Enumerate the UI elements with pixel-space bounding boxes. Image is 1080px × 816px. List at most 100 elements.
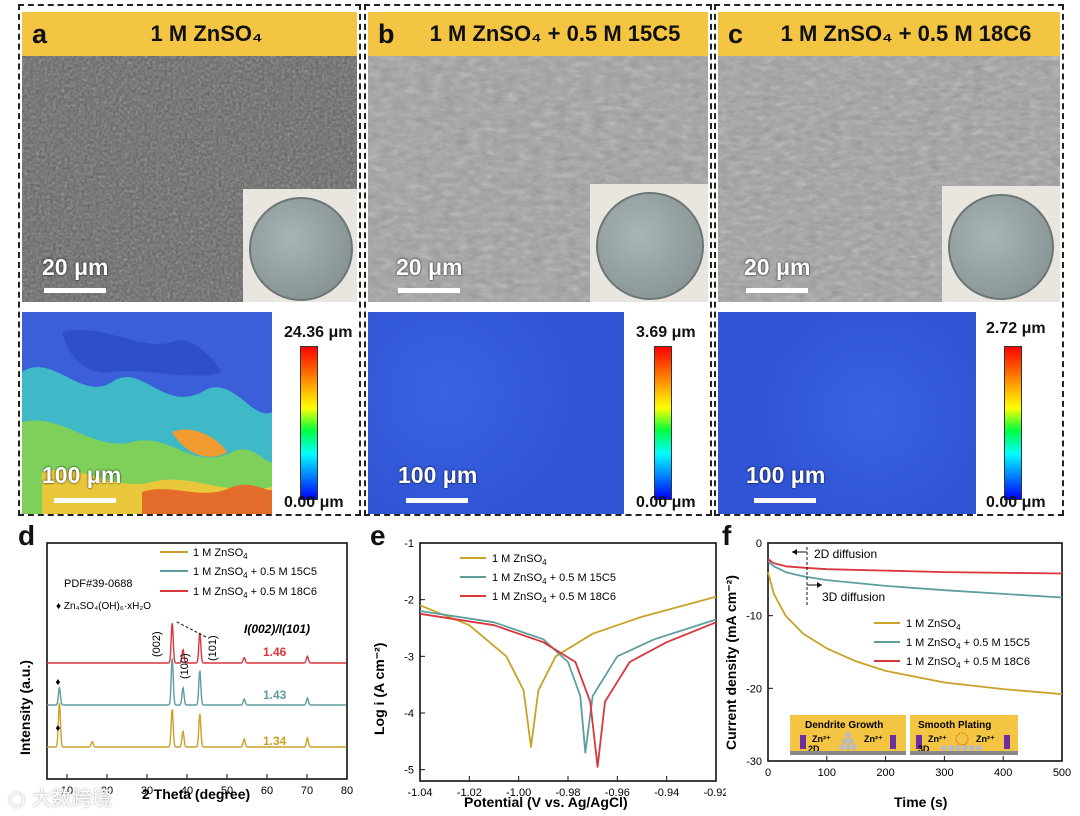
chart-f-xtick-label: 200 xyxy=(876,767,894,779)
chart-d-x-ticks: 10 20 30 40 50 60 70 80 xyxy=(61,774,353,797)
chart-d-ratio-label: I(002)/I(101) xyxy=(244,622,310,636)
chart-e-xtick-label: -1.04 xyxy=(407,787,432,799)
colorbar-b-max: 3.69 μm xyxy=(636,324,696,341)
chart-e-xtick-label: -0.94 xyxy=(654,787,679,799)
sem-scale-bar-a xyxy=(44,288,106,293)
panel-a-frame xyxy=(18,4,361,516)
legend-e-1: 1 M ZnSO4 xyxy=(492,553,547,567)
sem-image-b: 20 μm xyxy=(368,56,708,302)
chart-e-ytick-label: -3 xyxy=(404,651,414,663)
sem-scale-bar-b xyxy=(398,288,460,293)
legend-f-2: 1 M ZnSO4 + 0.5 M 15C5 xyxy=(906,637,1030,651)
chart-d-dashed-arrow xyxy=(174,620,207,638)
legend-d-1: 1 M ZnSO4 xyxy=(193,547,248,561)
height-map-b: 100 μm xyxy=(368,312,624,514)
chart-d-series-0 xyxy=(47,702,347,748)
sem-scale-bar-c xyxy=(746,288,808,293)
panel-b-letter: b xyxy=(378,18,395,49)
colorbar-a-max: 24.36 μm xyxy=(284,324,353,341)
chart-e-xtick-label: -0.96 xyxy=(605,787,630,799)
chart-e-series-0 xyxy=(419,595,717,748)
inset-left-ion-2: Zn²⁺ xyxy=(864,734,883,744)
coin-photo-c xyxy=(942,186,1060,302)
chart-f-ticks: 0 100 200 300 400 500 0 -10 -20 -30 xyxy=(746,538,1071,779)
chart-d-frame xyxy=(46,542,348,780)
inset-right-title: Smooth Plating xyxy=(918,720,991,731)
chart-d-marker-label: ♦ Zn₄SO₄(OH)₆·xH₂O xyxy=(56,601,151,612)
watermark: ○ 大数跨境 xyxy=(8,782,112,811)
chart-f-xtick-label: 300 xyxy=(935,767,953,779)
colorbar-c-max: 2.72 μm xyxy=(986,320,1046,337)
chart-e-series-1 xyxy=(419,610,717,754)
panel-c-banner: c 1 M ZnSO₄ + 0.5 M 18C6 xyxy=(718,12,1060,56)
chart-f-xlabel: Time (s) xyxy=(894,794,947,810)
inset-right-ion-1: Zn²⁺ xyxy=(928,734,947,744)
chart-f-ytick-label: 0 xyxy=(756,538,762,550)
panel-c-letter: c xyxy=(728,18,744,49)
inset-smooth: Smooth Plating Zn²⁺ Zn²⁺ 3D xyxy=(910,715,1018,755)
map-scale-bar-a xyxy=(54,498,116,503)
height-map-a: 100 μm xyxy=(22,312,272,514)
chart-e-xtick-label: -1.00 xyxy=(506,787,531,799)
inset-right-ion-2: Zn²⁺ xyxy=(976,734,995,744)
chart-d-xlabel: 2 Theta (degree) xyxy=(142,786,250,802)
inset-left-ion-1: Zn²⁺ xyxy=(812,734,831,744)
chart-f-ann-3d: 3D diffusion xyxy=(822,590,885,604)
arrow-2d-head xyxy=(792,549,797,555)
sem-image-c: 20 μm xyxy=(718,56,1060,302)
chart-e-ytick-label: -4 xyxy=(404,708,414,720)
map-scale-bar-c xyxy=(754,498,816,503)
chart-d-xtick-label: 30 xyxy=(141,785,153,797)
chart-e-ytick-label: -5 xyxy=(404,765,414,777)
colorbar-a-min: 0.00 μm xyxy=(284,494,344,511)
sem-image-a: 20 μm xyxy=(22,56,357,302)
watermark-icon: ○ xyxy=(8,786,26,810)
ratio-value-15c5: 1.43 xyxy=(263,688,287,702)
chart-d-ylabel: Intensity (a.u.) xyxy=(17,660,33,755)
chart-e-xtick-label: -0.98 xyxy=(555,787,580,799)
chart-f-ann-2d: 2D diffusion xyxy=(814,547,877,561)
legend-e-2: 1 M ZnSO4 + 0.5 M 15C5 xyxy=(492,572,616,586)
chart-f-legend: 1 M ZnSO4 1 M ZnSO4 + 0.5 M 15C5 1 M ZnS… xyxy=(874,618,1030,670)
chart-e-xtick-label: -1.02 xyxy=(457,787,482,799)
chart-e-ytick-label: -2 xyxy=(404,595,414,607)
chart-d-diamond-marker: ♦ xyxy=(55,677,60,688)
legend-d-2: 1 M ZnSO4 + 0.5 M 15C5 xyxy=(193,566,317,580)
height-map-a-texture xyxy=(22,329,272,514)
chart-d-xtick-label: 40 xyxy=(181,785,193,797)
watermark-text: 大数跨境 xyxy=(31,786,112,810)
legend-f-3: 1 M ZnSO4 + 0.5 M 18C6 xyxy=(906,656,1030,670)
sem-scale-label-b: 20 μm xyxy=(396,254,463,280)
chart-f-xtick-label: 400 xyxy=(994,767,1012,779)
colorbar-b xyxy=(654,346,672,500)
chart-d-xtick-label: 20 xyxy=(101,785,113,797)
panel-e-letter: e xyxy=(370,520,386,551)
panel-b-frame xyxy=(364,4,712,516)
chart-e-curves xyxy=(419,595,717,768)
chart-f-ytick-label: -10 xyxy=(746,611,762,623)
colorbar-b-min: 0.00 μm xyxy=(636,494,696,511)
height-map-c: 100 μm xyxy=(718,312,976,514)
chart-d-legend: 1 M ZnSO4 1 M ZnSO4 + 0.5 M 15C5 1 M ZnS… xyxy=(160,547,317,600)
ratio-value-18c6: 1.46 xyxy=(263,645,287,659)
chart-d-diamond-marker: ♦ xyxy=(55,723,60,734)
panel-b-title: 1 M ZnSO₄ + 0.5 M 15C5 xyxy=(429,21,681,46)
panel-d-letter: d xyxy=(18,520,36,551)
chart-d-pdf-label: PDF#39-0688 xyxy=(64,578,133,590)
chart-f-xtick-label: 0 xyxy=(765,767,771,779)
chart-d-series-1 xyxy=(47,658,347,706)
chart-e-series-2 xyxy=(419,612,717,768)
sem-scale-label-c: 20 μm xyxy=(744,254,811,280)
panel-c-frame xyxy=(714,4,1064,516)
chart-e-xlabel: Potential (V vs. Ag/AgCl) xyxy=(464,794,628,810)
chart-e-ticks: -1.04 -1.02 -1.00 -0.98 -0.96 -0.94 -0.92 -5 -4 -… xyxy=(404,538,726,799)
chart-e-ytick-label: -1 xyxy=(404,538,414,550)
panel-a-title: 1 M ZnSO₄ xyxy=(150,21,263,46)
chart-f-xtick-label: 500 xyxy=(1053,767,1071,779)
chart-d-series-2 xyxy=(47,623,347,664)
chart-e: -1.04 -1.02 -1.00 -0.98 -0.96 -0.94 -0.92 -5 -4 -… xyxy=(371,538,726,810)
peak-label-100: (100) xyxy=(179,653,191,679)
chart-f-ytick-label: -20 xyxy=(746,683,762,695)
chart-e-ylabel: Log i (A cm⁻²) xyxy=(371,643,387,735)
